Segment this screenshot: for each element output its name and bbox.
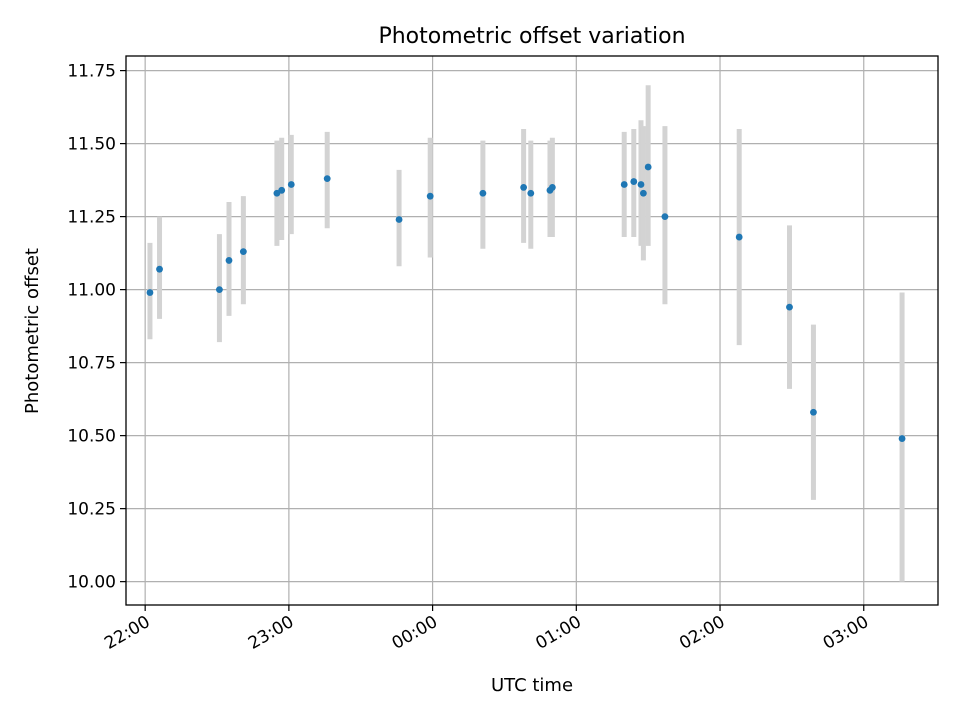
data-point — [225, 257, 233, 264]
data-point — [323, 175, 331, 183]
data-point — [639, 189, 647, 197]
data-point — [786, 303, 793, 311]
data-point — [395, 216, 403, 223]
data-point — [146, 289, 154, 296]
data-points — [146, 163, 906, 442]
data-point — [735, 233, 743, 241]
data-point — [278, 186, 286, 194]
y-tick-label: 11.50 — [67, 135, 116, 155]
data-point — [239, 248, 247, 256]
chart-title: Photometric offset variation — [378, 24, 685, 49]
y-axis-ticks: 10.00 10.25 10.50 10.75 11.00 11.25 11.50 11.75 — [67, 62, 126, 593]
y-tick-label: 10.00 — [67, 573, 116, 593]
data-point — [898, 435, 906, 442]
data-point — [520, 184, 528, 191]
y-tick-label: 10.75 — [67, 354, 116, 374]
x-axis-label: UTC time — [491, 675, 573, 696]
y-tick-label: 11.75 — [67, 62, 116, 82]
data-point — [548, 184, 556, 191]
data-point — [287, 181, 295, 188]
y-tick-label: 11.25 — [67, 208, 116, 228]
data-point — [644, 163, 652, 171]
data-point — [527, 189, 535, 197]
data-point — [620, 181, 628, 188]
data-point — [216, 286, 223, 294]
data-point — [637, 181, 645, 188]
data-point — [156, 265, 163, 273]
y-tick-label: 10.50 — [67, 427, 116, 447]
plot-frame — [125, 55, 939, 606]
y-axis-label: Photometric offset — [22, 248, 43, 414]
data-point — [479, 189, 487, 197]
data-point — [630, 178, 638, 185]
data-point — [810, 408, 817, 416]
y-tick-label: 11.00 — [67, 281, 116, 301]
data-point — [426, 192, 434, 200]
y-tick-label: 10.25 — [67, 500, 116, 520]
data-point — [661, 213, 669, 221]
